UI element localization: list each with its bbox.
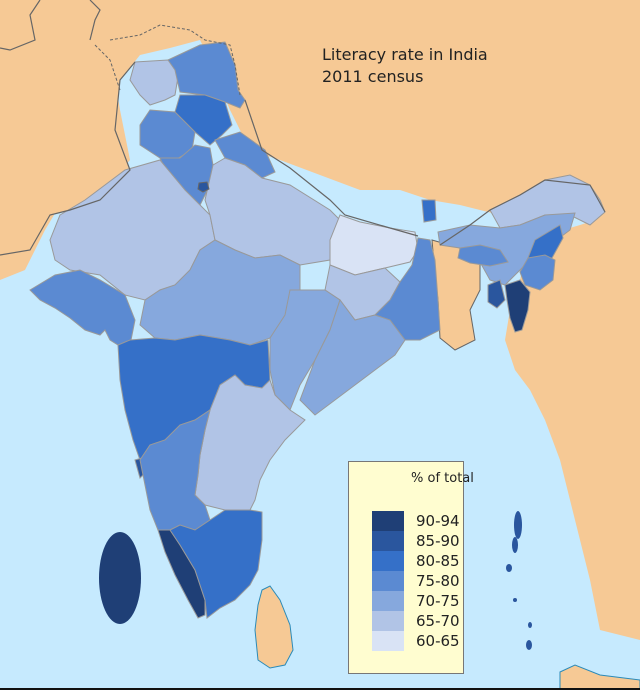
state-manipur [519,254,556,291]
map-title-line1: Literacy rate in India [322,45,488,64]
legend-swatch [372,591,404,611]
legend-label: 70-75 [416,592,460,610]
legend-label: 65-70 [416,612,460,630]
legend-swatch [372,571,404,591]
legend-title: % of total [411,471,474,486]
state-delhi [197,181,210,193]
map-title-line2: 2011 census [322,67,424,86]
legend-swatch [372,511,404,531]
state-sikkim [421,199,437,223]
sumatra [559,664,640,690]
legend-item-65-70: 65-70 [372,611,462,631]
state-mizoram [504,279,531,333]
legend-swatch [372,551,404,571]
state-chhattisgarh [269,289,341,411]
state-meghalaya [457,244,509,267]
state-uttar-pradesh [204,157,346,266]
legend: % of total 90-94 85-90 80-85 75-80 70-75… [348,461,474,674]
legend-item-85-90: 85-90 [372,531,462,551]
foreign-land-north [0,0,640,300]
legend-item-90-94: 90-94 [372,511,462,531]
legend-swatch [372,531,404,551]
map-title: Literacy rate in India 2011 census [322,44,488,88]
andaman-nicobar-islands [506,511,532,650]
legend-label: 90-94 [416,512,460,530]
legend-label: 75-80 [416,572,460,590]
legend-item-80-85: 80-85 [372,551,462,571]
state-tamil-nadu [169,509,263,619]
legend-label: 80-85 [416,552,460,570]
legend-label: 85-90 [416,532,460,550]
legend-swatch [372,611,404,631]
state-jammu-kashmir-ladakh [167,41,246,109]
legend-item-60-65: 60-65 [372,631,462,651]
legend-label: 60-65 [416,632,460,650]
bottom-edge-line [0,688,640,690]
sri-lanka [254,585,294,669]
state-tripura [487,279,506,309]
myanmar [505,210,640,640]
state-gujarat [29,269,136,346]
foreign-land-west [0,0,130,280]
state-odisha [299,298,406,416]
disputed-borders [94,24,241,96]
legend-swatch [372,631,404,651]
lakshadweep-inset [99,532,141,624]
international-borders [0,0,606,256]
legend-item-75-80: 75-80 [372,571,462,591]
legend-item-70-75: 70-75 [372,591,462,611]
